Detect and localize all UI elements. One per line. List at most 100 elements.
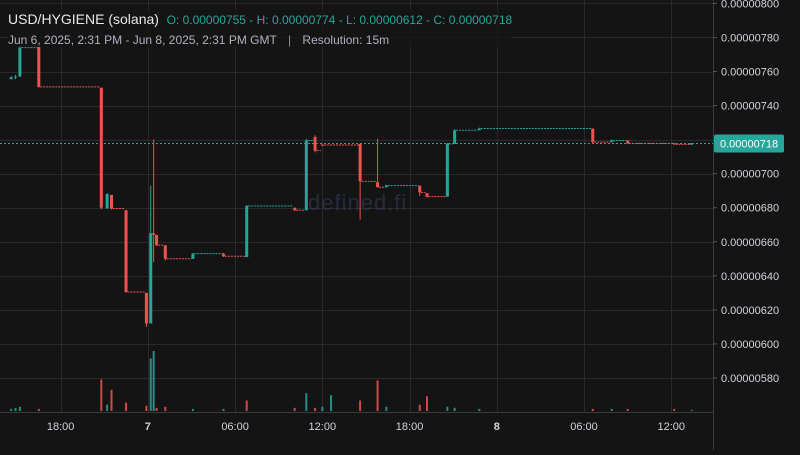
candle-body [626,140,630,144]
volume-bar [591,408,594,411]
volume-bar [106,404,109,411]
candle-body [376,182,380,188]
candle-body [9,77,13,80]
y-tick-label: 0.00000700 [721,169,779,181]
candle-body [293,207,297,211]
candle-body [152,233,156,235]
candle-body [672,143,676,145]
x-tick-label: 18:00 [396,421,424,433]
subtitle-line: Jun 6, 2025, 2:31 PM - Jun 8, 2025, 2:31… [8,33,512,47]
candle-body [37,46,41,87]
volume-bar [330,395,333,411]
volume-bar [446,406,449,411]
volume-bar [110,389,113,411]
x-tick-label: 18:00 [47,421,75,433]
candle-body [221,253,225,257]
candle-body [358,143,362,182]
y-tick-label: 0.00000740 [721,101,779,113]
candle-body [591,128,595,143]
candle-body [18,47,22,77]
y-tick-label: 0.00000800 [721,0,779,10]
pair-title: USD/HYGIENE (solana) [8,11,159,27]
watermark: defined.fi [308,190,408,215]
ohlc-readout: O: 0.00000755 - H: 0.00000774 - L: 0.000… [166,13,513,27]
volume-bar [478,408,481,411]
date-range: Jun 6, 2025, 2:31 PM - Jun 8, 2025, 2:31… [8,33,277,47]
y-tick-label: 0.00000640 [721,271,779,283]
y-tick-label: 0.00000680 [721,203,779,215]
candle-body [99,87,103,208]
volume-bar [100,379,103,411]
volume-bar [305,393,308,411]
candle-body [690,143,694,145]
x-tick-label: 7 [145,421,151,433]
candle-body [155,234,159,246]
candle-body [320,144,324,146]
volume-bar [155,407,158,411]
volume-bar [14,407,17,411]
y-tick-label: 0.00000660 [721,237,779,249]
x-tick-label: 06:00 [570,421,598,433]
candle-body [445,143,449,197]
volume-bar [359,400,362,411]
separator: | [287,33,292,47]
candle-body [418,185,422,193]
y-tick-label: 0.00000580 [721,373,779,385]
volume-bar [149,358,152,411]
resolution-label: Resolution: 15m [302,33,390,47]
candle-body [14,76,18,78]
volume-bar [222,408,225,411]
candle-body [304,140,308,211]
volume-bar [37,408,40,411]
candle-body [105,194,109,209]
candle-body [453,130,457,144]
candle-body [384,185,388,188]
candle-body [144,292,148,324]
volume-bar [376,380,379,411]
x-tick-label: 06:00 [221,421,249,433]
volume-bar [10,408,13,411]
volume-bar [125,402,128,411]
candle-body [425,193,429,197]
volume-bar [18,406,21,411]
volume-bar [152,351,155,411]
volume-bar [245,400,248,411]
volume-bar [690,409,693,411]
candle-body [124,210,128,292]
candle-body [163,245,167,259]
volume-bar [191,408,194,411]
x-tick-label: 12:00 [309,421,337,433]
volume-bar [626,408,629,411]
volume-bar [145,405,148,411]
candle-body [149,233,153,324]
y-tick-label: 0.00000620 [721,305,779,317]
volume-bar [610,408,613,411]
candle-body [191,253,195,259]
chart-header: USD/HYGIENE (solana) O: 0.00000755 - H: … [8,10,513,47]
x-tick-label: 8 [494,421,500,433]
candle-body [313,137,317,151]
last-price-label: 0.00000718 [720,139,778,151]
candle-body [477,128,481,131]
y-tick-label: 0.00000780 [721,32,779,44]
volume-bar [673,408,676,411]
title-line: USD/HYGIENE (solana) O: 0.00000755 - H: … [8,10,512,29]
volume-bar [314,407,317,411]
volume-bar [418,404,421,411]
volume-bar [321,406,324,411]
y-tick-label: 0.00000760 [721,67,779,79]
x-tick-label: 12:00 [658,421,686,433]
volume-bar [426,396,429,411]
candle-body [245,206,249,258]
volume-bar [293,407,296,411]
last-price-badge [714,134,784,153]
volume-bar [453,407,456,411]
candle-body [109,194,113,209]
candle-body [610,140,614,143]
volume-bar [385,406,388,411]
volume-bar [164,406,167,411]
y-tick-label: 0.00000600 [721,339,779,351]
